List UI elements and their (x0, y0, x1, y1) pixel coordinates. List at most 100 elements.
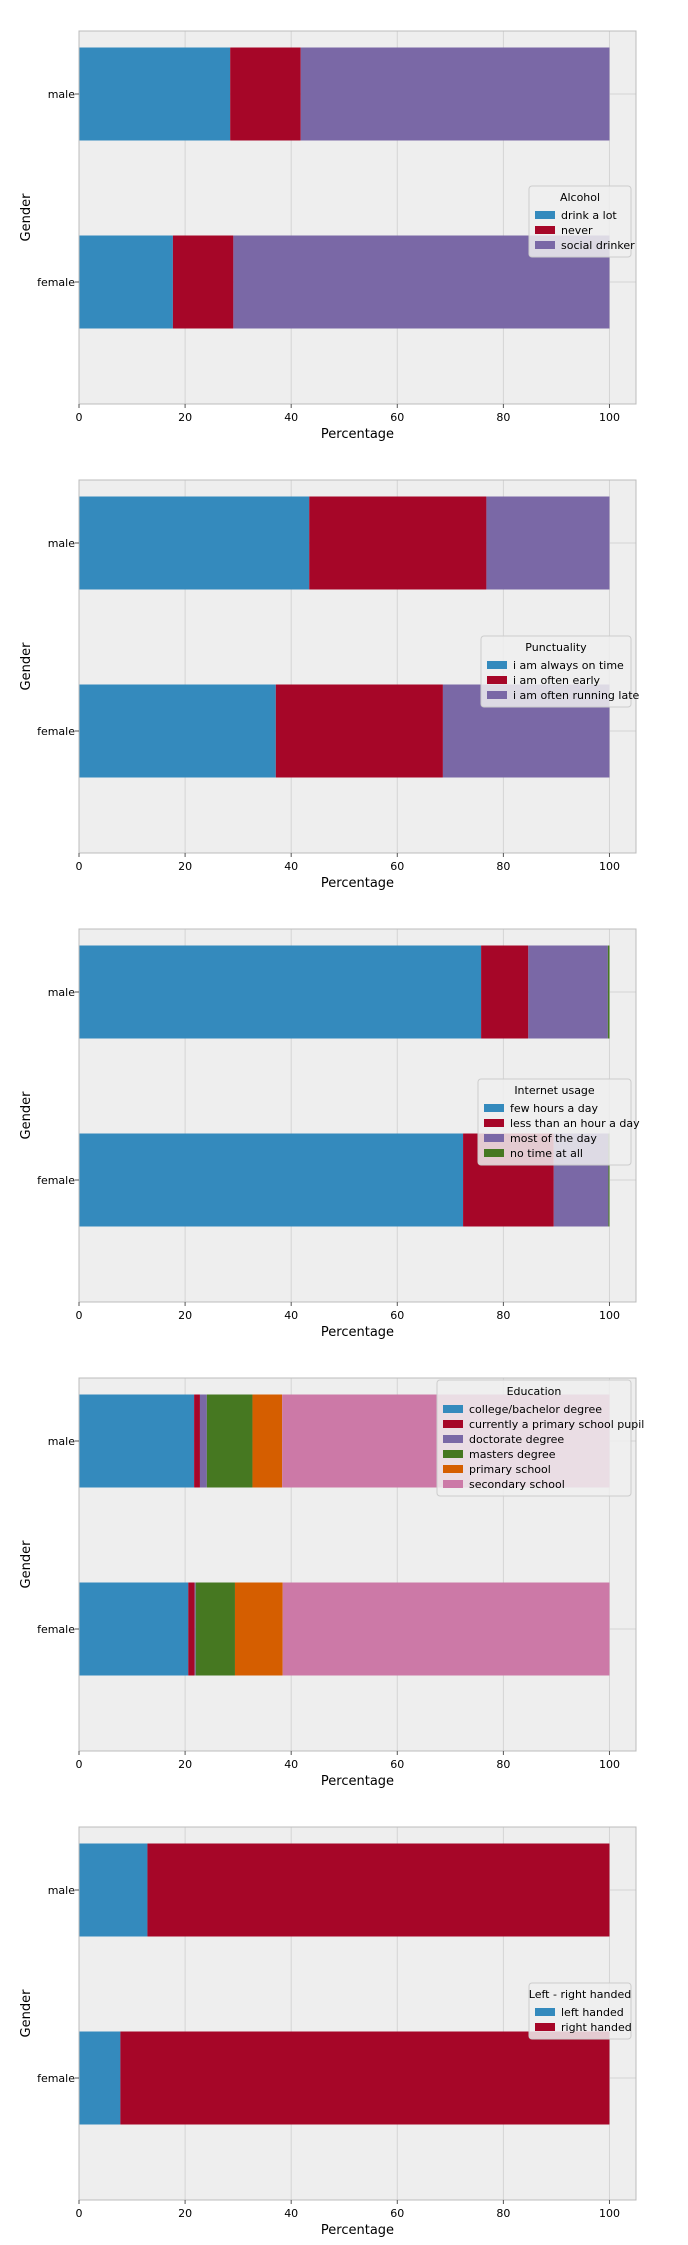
legend-title: Alcohol (560, 191, 600, 204)
bar-female-0 (79, 1133, 464, 1227)
bar-male-0 (79, 1843, 148, 1937)
legend-label: few hours a day (510, 1102, 599, 1115)
legend-swatch (487, 691, 507, 699)
bar-male-3 (206, 1394, 253, 1488)
legend-swatch (487, 661, 507, 669)
legend-label: college/bachelor degree (469, 1403, 602, 1416)
x-tick-label: 40 (284, 1309, 298, 1322)
y-tick-label: female (37, 725, 75, 738)
plot-border (78, 479, 637, 854)
x-tick-label: 0 (76, 860, 83, 873)
x-axis-label: Percentage (321, 427, 394, 442)
x-tick-label: 80 (496, 2207, 510, 2220)
bar-male-2 (486, 496, 610, 590)
legend-label: most of the day (510, 1132, 597, 1145)
bar-female-1 (172, 235, 234, 329)
x-tick-label: 40 (284, 1758, 298, 1771)
legend-label: i am always on time (513, 659, 624, 672)
legend-swatch (443, 1420, 463, 1428)
bar-female-1 (188, 1582, 195, 1676)
bar-female-5 (282, 1582, 610, 1676)
plot-border (78, 30, 637, 405)
x-tick-label: 60 (390, 860, 404, 873)
x-tick-label: 20 (178, 1758, 192, 1771)
legend-swatch (535, 2023, 555, 2031)
x-tick-label: 100 (599, 860, 620, 873)
bar-male-4 (252, 1394, 283, 1488)
legend-label: left handed (561, 2006, 624, 2019)
bar-female-3 (195, 1582, 235, 1676)
bar-male-0 (79, 945, 482, 1039)
x-tick-label: 20 (178, 1309, 192, 1322)
x-tick-label: 60 (390, 411, 404, 424)
x-tick-label: 80 (496, 411, 510, 424)
legend-label: i am often running late (513, 689, 640, 702)
y-tick-label: female (37, 1174, 75, 1187)
legend-box (528, 185, 632, 258)
y-tick-label: female (37, 1623, 75, 1636)
legend-title: Punctuality (525, 641, 587, 654)
legend-label: primary school (469, 1463, 551, 1476)
bar-male-0 (79, 496, 310, 590)
bar-female-0 (79, 1582, 189, 1676)
bar-female-0 (79, 684, 276, 778)
bar-male-3 (607, 945, 610, 1039)
legend-label: social drinker (561, 239, 635, 252)
bar-male-1 (309, 496, 487, 590)
x-axis-label: Percentage (321, 2223, 394, 2238)
legend-box (480, 635, 632, 708)
x-axis-label: Percentage (321, 876, 394, 891)
legend-swatch (484, 1134, 504, 1142)
chart-5: 0 20 40 60 80 100 male female Percentage Gender Le… (19, 1826, 637, 2238)
x-tick-label: 40 (284, 860, 298, 873)
legend-swatch (443, 1480, 463, 1488)
x-tick-label: 0 (76, 2207, 83, 2220)
plot-border (78, 1826, 637, 2201)
legend: Punctuality i am always on time i am often… (480, 635, 640, 708)
legend-box (436, 1379, 632, 1497)
y-tick-label: male (48, 1884, 76, 1897)
x-tick-label: 60 (390, 2207, 404, 2220)
y-axis-label: Gender (19, 1540, 34, 1589)
legend-title: Education (507, 1385, 562, 1398)
bar-female-3 (608, 1133, 610, 1227)
x-tick-label: 20 (178, 860, 192, 873)
legend-box (477, 1078, 632, 1166)
x-axis-label: Percentage (321, 1325, 394, 1340)
x-tick-label: 80 (496, 860, 510, 873)
x-tick-label: 0 (76, 1309, 83, 1322)
legend-swatch (443, 1435, 463, 1443)
chart-3: 0 20 40 60 80 100 male female Percentage Gender In… (19, 928, 640, 1340)
y-tick-label: male (48, 88, 76, 101)
legend-title: Left - right handed (529, 1988, 631, 2001)
x-tick-label: 60 (390, 1309, 404, 1322)
legend-label: currently a primary school pupil (469, 1418, 644, 1431)
legend-swatch (484, 1149, 504, 1157)
plot-border (78, 1377, 637, 1752)
y-tick-label: female (37, 2072, 75, 2085)
legend-swatch (535, 226, 555, 234)
bar-female-1 (275, 684, 443, 778)
x-tick-label: 100 (599, 1758, 620, 1771)
bar-female-2 (194, 1582, 196, 1676)
bar-female-0 (79, 2031, 121, 2125)
bar-male-1 (147, 1843, 610, 1937)
chart-4: 0 20 40 60 80 100 male female Percentage Gender Ed… (19, 1377, 644, 1789)
y-tick-label: male (48, 1435, 76, 1448)
legend-title: Internet usage (514, 1084, 595, 1097)
bar-male-1 (194, 1394, 200, 1488)
legend-label: drink a lot (561, 209, 617, 222)
y-axis-label: Gender (19, 1989, 34, 2038)
legend-swatch (443, 1450, 463, 1458)
bar-male-0 (79, 1394, 195, 1488)
bar-male-2 (528, 945, 608, 1039)
chart-2: 0 20 40 60 80 100 male female Percentage Gender Pu… (19, 479, 640, 891)
x-tick-label: 20 (178, 411, 192, 424)
bar-female-1 (120, 2031, 610, 2125)
x-tick-label: 100 (599, 1309, 620, 1322)
bar-male-2 (300, 47, 610, 141)
legend-label: never (561, 224, 593, 237)
legend-label: doctorate degree (469, 1433, 564, 1446)
legend: Left - right handed left handed right hand… (528, 1982, 632, 2040)
x-tick-label: 40 (284, 411, 298, 424)
